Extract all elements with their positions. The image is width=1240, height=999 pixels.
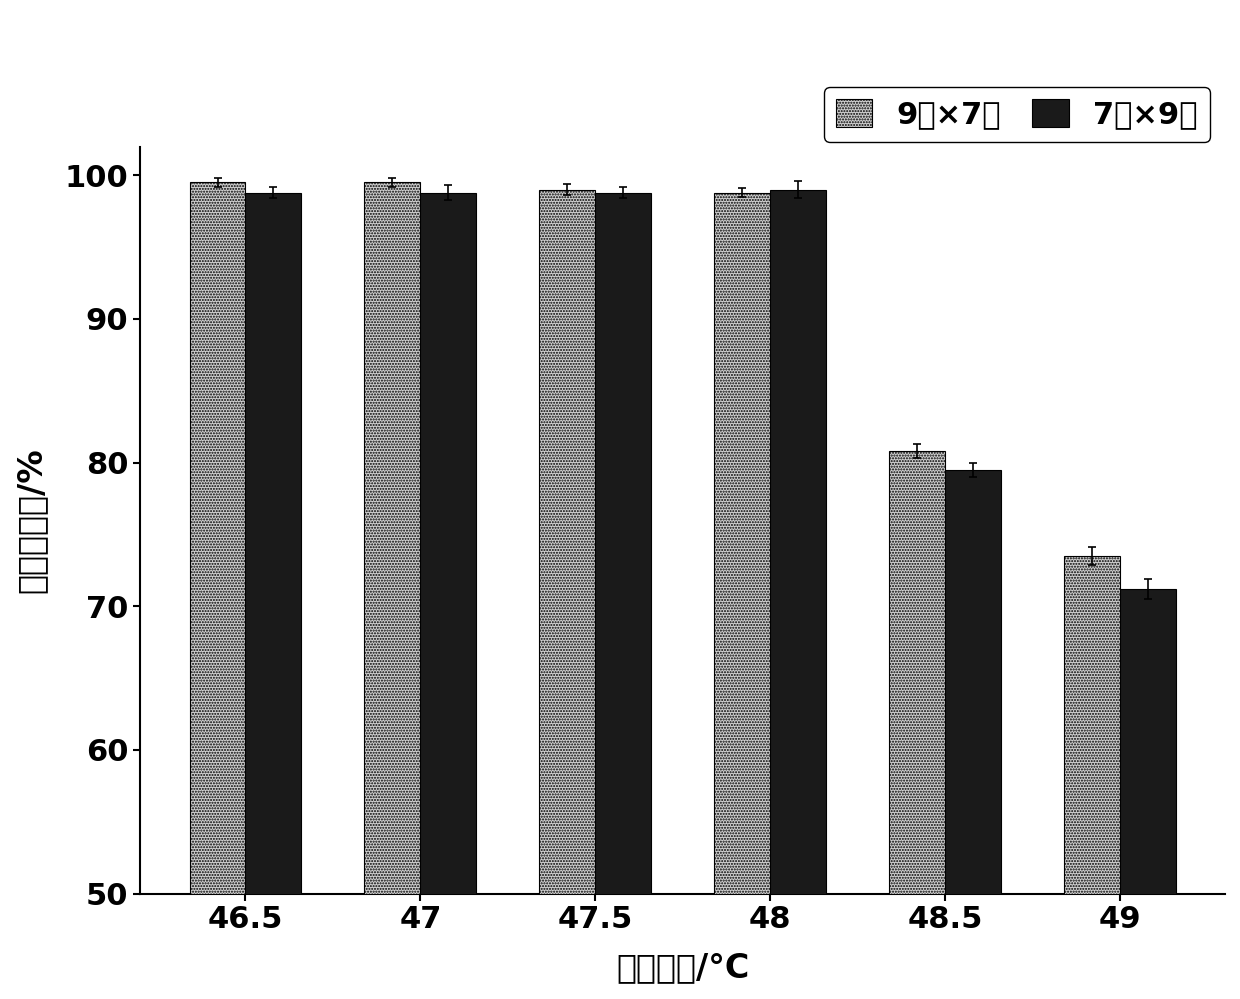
Bar <box>365 183 420 999</box>
Bar <box>945 470 1001 999</box>
Legend: 9芤×7湘, 7湘×9芤: 9芤×7湘, 7湘×9芤 <box>823 87 1210 142</box>
Bar <box>190 183 246 999</box>
Bar <box>714 193 770 999</box>
Bar <box>539 190 595 999</box>
Bar <box>1064 556 1120 999</box>
Bar <box>246 193 301 999</box>
Bar <box>1120 589 1176 999</box>
Bar <box>420 193 476 999</box>
Y-axis label: 实用孵化率/%: 实用孵化率/% <box>15 448 48 592</box>
X-axis label: 浸酸温度/°C: 浸酸温度/°C <box>616 951 749 984</box>
Bar <box>595 193 651 999</box>
Bar <box>889 452 945 999</box>
Bar <box>770 190 826 999</box>
